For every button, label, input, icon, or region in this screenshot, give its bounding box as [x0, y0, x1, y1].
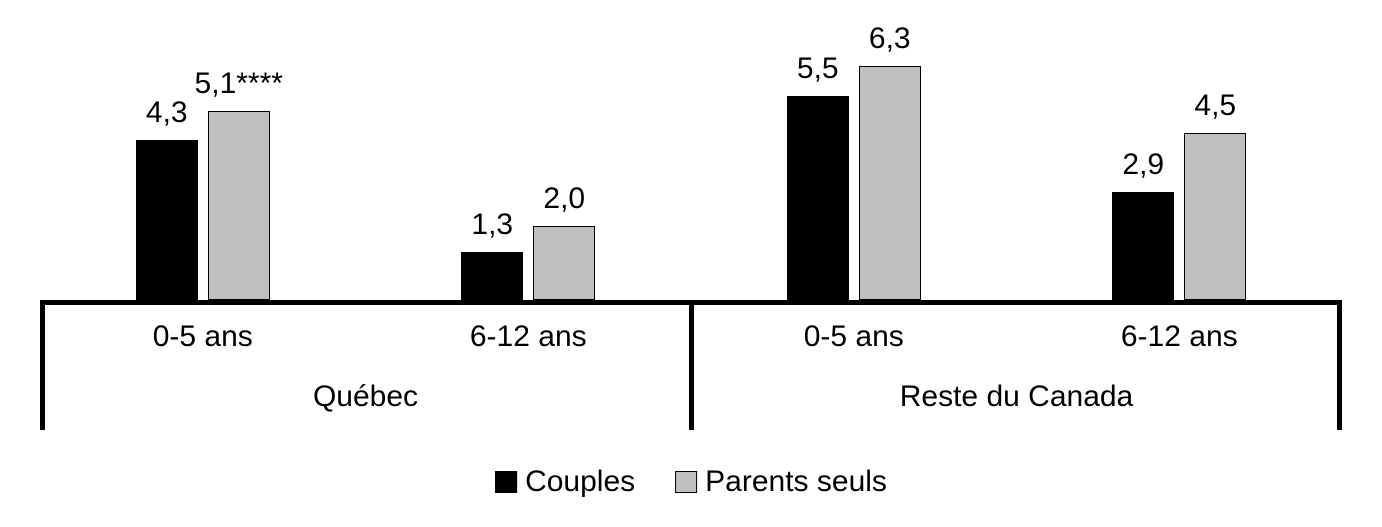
bar-parents_seuls: [1184, 133, 1246, 300]
legend-label: Parents seuls: [705, 465, 887, 499]
value-label: 1,3: [471, 208, 513, 242]
bar-couples: [136, 140, 198, 300]
region-label: Québec: [313, 380, 418, 414]
category-label: 0-5 ans: [153, 320, 253, 354]
axis-right-stub: [1337, 300, 1342, 430]
value-label: 2,9: [1122, 148, 1164, 182]
value-label: 5,1****: [195, 67, 283, 101]
category-label: 6-12 ans: [1121, 320, 1238, 354]
region-divider: [689, 300, 694, 430]
value-label: 5,5: [797, 52, 839, 86]
bar-parents_seuls: [859, 66, 921, 300]
bar-couples: [787, 96, 849, 300]
bar-parents_seuls: [208, 111, 270, 300]
bar-couples: [461, 252, 523, 300]
category-label: 0-5 ans: [804, 320, 904, 354]
legend-label: Couples: [525, 465, 635, 499]
category-label: 6-12 ans: [470, 320, 587, 354]
legend-item-couples: Couples: [495, 465, 635, 499]
legend-swatch: [495, 471, 517, 493]
value-label: 6,3: [869, 22, 911, 56]
chart-container: 4,35,1**** 1,3 2,0 5,5 6,3 2,9 4,5 Couples Pare…: [0, 0, 1382, 527]
legend-item-parents_seuls: Parents seuls: [675, 465, 887, 499]
region-label: Reste du Canada: [900, 380, 1134, 414]
plot-area: 4,35,1****1,32,05,56,32,94,5: [40, 40, 1342, 300]
bar-couples: [1112, 192, 1174, 300]
legend: Couples Parents seuls: [495, 465, 887, 499]
value-label: 4,5: [1194, 89, 1236, 123]
legend-swatch: [675, 471, 697, 493]
bar-parents_seuls: [533, 226, 595, 300]
axis-left-stub: [40, 300, 45, 430]
value-label: 4,3: [146, 96, 188, 130]
value-label: 2,0: [543, 182, 585, 216]
